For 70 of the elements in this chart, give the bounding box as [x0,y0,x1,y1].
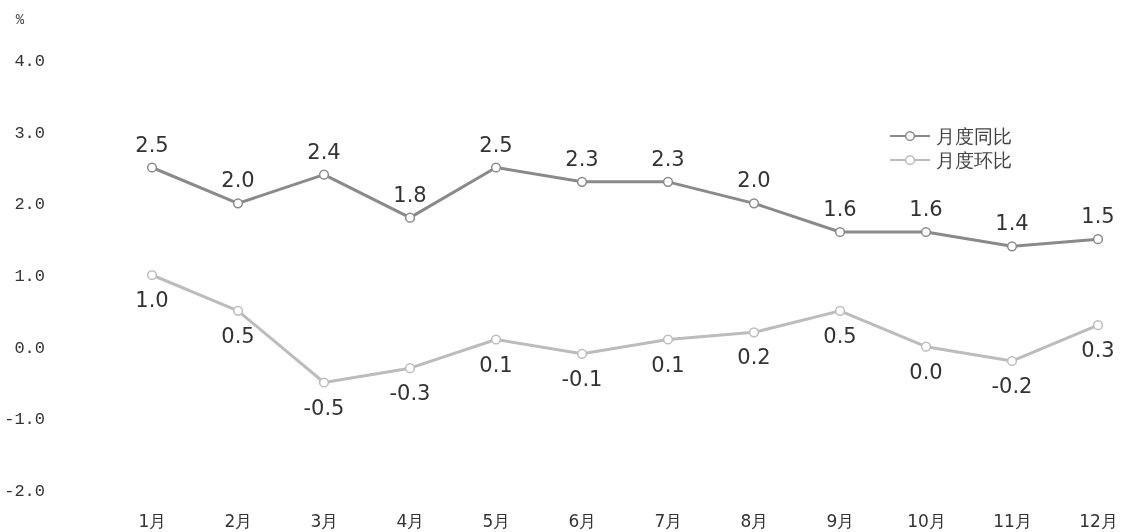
data-label: 2.0 [221,168,255,193]
data-label: 1.5 [1081,204,1115,229]
point [834,226,846,238]
y-tick-label: -2.0 [4,481,45,501]
data-label: 2.0 [737,168,771,193]
point [1006,241,1018,252]
x-tick-label: 1月 [138,511,167,532]
point [662,334,674,345]
x-tick-label: 9月 [826,511,855,532]
point [1092,320,1104,331]
y-tick-label: 0.0 [14,338,45,358]
x-tick-label: 10月 [907,511,946,532]
data-label: 1.6 [823,197,857,221]
point [662,176,674,187]
data-label: 0.0 [909,359,943,384]
x-tick-label: 11月 [993,511,1032,532]
x-tick-label: 12月 [1079,511,1118,532]
point [576,176,588,187]
point [834,305,846,316]
point [318,377,330,388]
point [490,162,502,173]
y-tick-label: 1.0 [14,266,45,286]
point [748,198,760,209]
data-label: 0.2 [737,345,771,370]
data-label: -0.1 [561,366,603,391]
y-tick-label: 3.0 [14,123,45,143]
legend-label: 月度同比 [936,125,1012,147]
y-tick-label: -1.0 [4,410,45,430]
data-label: -0.5 [303,395,345,420]
point [1092,234,1104,245]
data-label: 0.3 [1081,338,1115,363]
data-label: 2.4 [307,139,341,164]
data-label: 2.5 [479,132,513,157]
data-label: -0.3 [389,381,431,406]
data-label: 0.1 [651,352,685,377]
x-tick-label: 2月 [224,511,253,532]
point [318,169,330,180]
point [748,327,760,338]
point [146,162,158,173]
x-tick-label: 3月 [310,511,339,532]
data-label: 2.5 [135,132,169,157]
x-tick-label: 6月 [568,511,597,532]
y-axis-title: % [15,12,25,28]
point [1006,355,1018,367]
point [146,269,158,281]
data-label: 0.5 [823,323,857,348]
data-label: 1.8 [393,182,427,207]
point [232,198,244,209]
x-tick-label: 5月 [482,511,511,532]
x-tick-label: 8月 [740,511,769,532]
y-tick-label: 4.0 [14,51,45,71]
data-label: 2.3 [651,146,685,171]
point [490,334,502,345]
x-tick-label: 7月 [654,511,683,532]
x-tick-label: 4月 [396,511,425,532]
data-label: 1.4 [995,211,1029,236]
data-label: 0.1 [479,352,513,377]
point [576,348,588,359]
point [404,212,416,223]
point [920,341,932,352]
data-label: 2.3 [565,146,599,171]
legend-label: 月度环比 [936,149,1012,171]
point [920,226,932,238]
y-tick-label: 2.0 [14,195,45,215]
point [232,305,244,316]
data-label: 1.6 [909,197,943,221]
point [404,363,416,374]
data-label: 1.0 [135,288,169,312]
data-label: -0.2 [991,374,1033,398]
data-label: 0.5 [221,323,255,348]
